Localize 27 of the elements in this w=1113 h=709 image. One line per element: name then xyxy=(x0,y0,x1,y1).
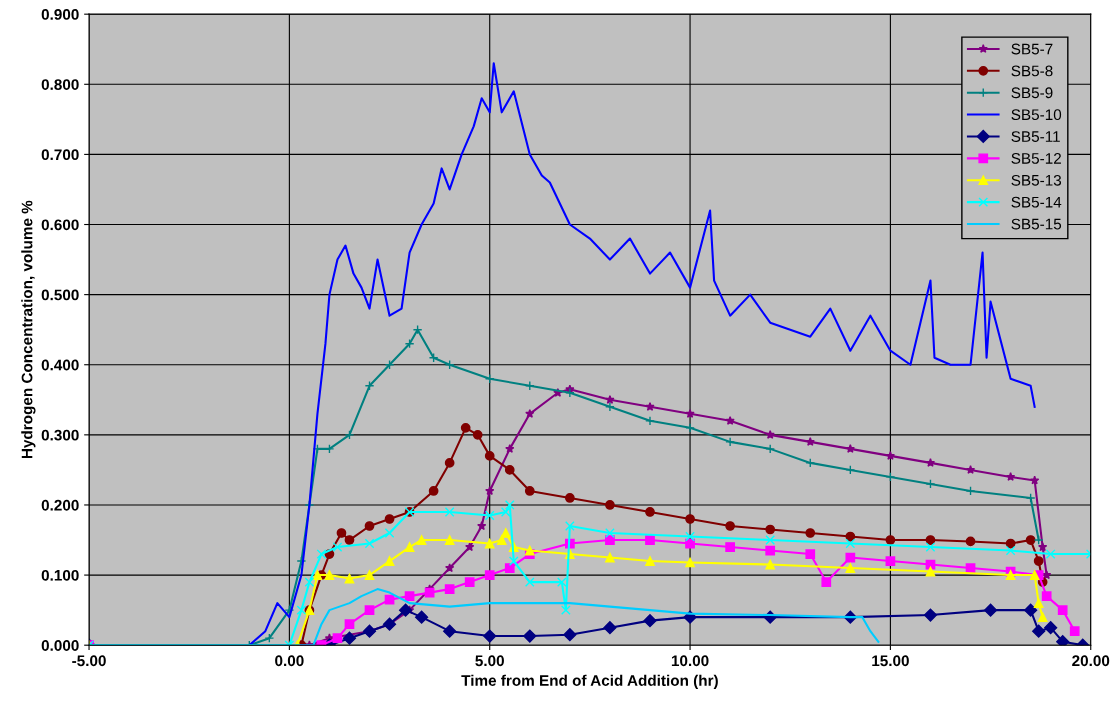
y-tick-label: 0.300 xyxy=(41,429,79,441)
legend-label: SB5-14 xyxy=(1011,196,1062,208)
y-tick-label: 0.900 xyxy=(41,9,79,20)
y-tick-label: 0.700 xyxy=(41,149,79,161)
legend-label: SB5-10 xyxy=(1011,109,1062,121)
legend-label: SB5-8 xyxy=(1011,65,1053,77)
y-tick-label: 0.800 xyxy=(41,79,79,90)
x-tick-label: 20.00 xyxy=(1072,655,1110,667)
x-tick-label: 15.00 xyxy=(872,655,909,667)
y-tick-label: 0.000 xyxy=(41,640,79,651)
legend-label: SB5-13 xyxy=(1011,174,1062,186)
x-tick-label: 10.00 xyxy=(671,655,709,667)
y-tick-label: 0.100 xyxy=(41,569,79,581)
x-axis-title: Time from End of Acid Addition (hr) xyxy=(461,674,718,689)
y-tick-label: 0.400 xyxy=(41,359,79,371)
legend-label: SB5-9 xyxy=(1011,87,1053,99)
x-tick-label: -5.00 xyxy=(72,655,106,667)
x-tick-label: 5.00 xyxy=(475,655,504,667)
x-tick-label: 0.00 xyxy=(275,655,304,667)
y-tick-label: 0.600 xyxy=(41,219,79,231)
legend-label: SB5-12 xyxy=(1011,153,1061,164)
legend-label: SB5-15 xyxy=(1011,218,1062,230)
legend-label: SB5-11 xyxy=(1011,131,1060,142)
legend-label: SB5-7 xyxy=(1011,43,1053,55)
y-tick-label: 0.200 xyxy=(41,499,79,511)
y-axis-title: Hydrogen Concentration, volume % xyxy=(21,200,36,459)
y-tick-label: 0.500 xyxy=(41,289,79,301)
